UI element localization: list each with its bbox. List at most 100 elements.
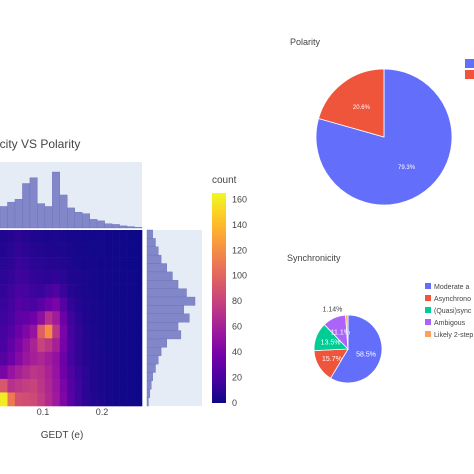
heatmap-cell [22,351,31,366]
heatmap-cell [29,378,38,393]
heatmap-cell [29,243,38,258]
top-marginal-bar [22,183,31,229]
colorbar-tick-label: 40 [232,347,242,357]
heatmap-cell [7,311,16,326]
heatmap-cell [89,270,98,285]
heatmap-cell [22,365,31,380]
heatmap-cell [29,392,38,407]
heatmap-cell [59,284,68,298]
heatmap-cell [59,270,68,285]
heatmap-cell [112,392,120,407]
top-marginal-bar [126,226,135,229]
right-marginal-bar [146,246,159,256]
heatmap-cell [89,338,98,353]
colorbar-tick-label: 20 [232,373,242,383]
pie-slice-label: 15.7% [322,356,342,363]
colorbar-tick-label: 160 [232,194,247,204]
pie-slice-label: 1.14% [322,306,342,313]
top-marginal-bar [44,206,53,229]
heatmap-cell [119,284,128,298]
right-marginal-bar [146,321,179,331]
heatmap-cell [67,351,76,366]
heatmap-cell [97,257,105,271]
heatmap-cell [119,311,128,326]
heatmap-cell [134,243,143,258]
heatmap-cell [89,392,98,407]
heatmap-cell [44,324,53,339]
right-marginal-bar [146,288,187,298]
heatmap-cell [44,297,53,312]
heatmap-cell [29,284,38,298]
heatmap-cell [14,365,23,380]
heatmap-cell [74,311,83,326]
heatmap-cell [74,378,83,393]
heatmap-cell [104,338,113,353]
legend-label: Moderate a [434,284,470,291]
synchronicity-legend: Moderate a Asynchrono (Quasi)sync Ambigous L… [425,283,473,339]
heatmap-cell [22,297,31,312]
heatmap-cell [14,351,23,366]
top-marginal-bar [104,223,113,229]
heatmap-cell [74,365,83,380]
heatmap-cell [67,392,76,407]
heatmap-cell [119,378,128,393]
colorbar-tick-label: 0 [232,398,237,408]
heatmap-cell [119,243,128,258]
heatmap-cell [52,257,61,271]
colorbar-title: count [212,175,237,186]
heatmap-cell [74,338,83,353]
right-marginal-bar [146,380,152,390]
colorbar-tick-label: 140 [232,220,247,230]
heatmap-cell [82,270,90,285]
heatmap-cell [37,324,46,339]
heatmap-cell [59,297,68,312]
heatmap-cell [29,230,38,244]
heatmap-cell [74,351,83,366]
top-marginal-bar [74,212,83,229]
heatmap-cell [52,311,61,326]
heatmap-cell [97,378,105,393]
heatmap-cell [82,351,90,366]
heatmap-cell [112,230,120,244]
heatmap-cell [127,270,135,285]
polarity-pie: 79.3% 20.6% [315,68,453,206]
heatmap-cell [67,378,76,393]
heatmap-cell [89,257,98,271]
heatmap-cell [0,270,8,285]
heatmap-cell [29,297,38,312]
legend-label: (Quasi)sync [434,308,472,315]
heatmap-cell [67,230,76,244]
heatmap-cell [29,311,38,326]
heatmap-cell [82,324,90,339]
heatmap-cell [29,351,38,366]
heatmap-cell [112,243,120,258]
colorbar-tick-label: 120 [232,245,247,255]
heatmap-cell [0,338,8,353]
top-marginal-bar [119,225,128,229]
heatmap-cell [0,297,8,312]
top-marginal-bar [134,227,143,229]
heatmap-cell [59,230,68,244]
right-marginal-bar [146,313,190,323]
heatmap-cell [112,284,120,298]
heatmap-cell [97,365,105,380]
heatmap-cell [14,257,23,271]
heatmap-cell [37,338,46,353]
heatmap-cell [67,243,76,258]
heatmap-cell [127,351,135,366]
heatmap-cell [74,270,83,285]
heatmap-cell [14,392,23,407]
pie-slice [345,314,349,350]
heatmap-cell [97,392,105,407]
heatmap-cell [112,270,120,285]
heatmap-cell [0,243,8,258]
heatmap-cell [127,311,135,326]
heatmap-cell [14,324,23,339]
heatmap-cell [0,324,8,339]
heatmap-cell [14,230,23,244]
heatmap-cell [82,338,90,353]
heatmap-cell [97,338,105,353]
heatmap-cell [0,230,8,244]
heatmap-cell [7,392,16,407]
heatmap-cell [89,324,98,339]
